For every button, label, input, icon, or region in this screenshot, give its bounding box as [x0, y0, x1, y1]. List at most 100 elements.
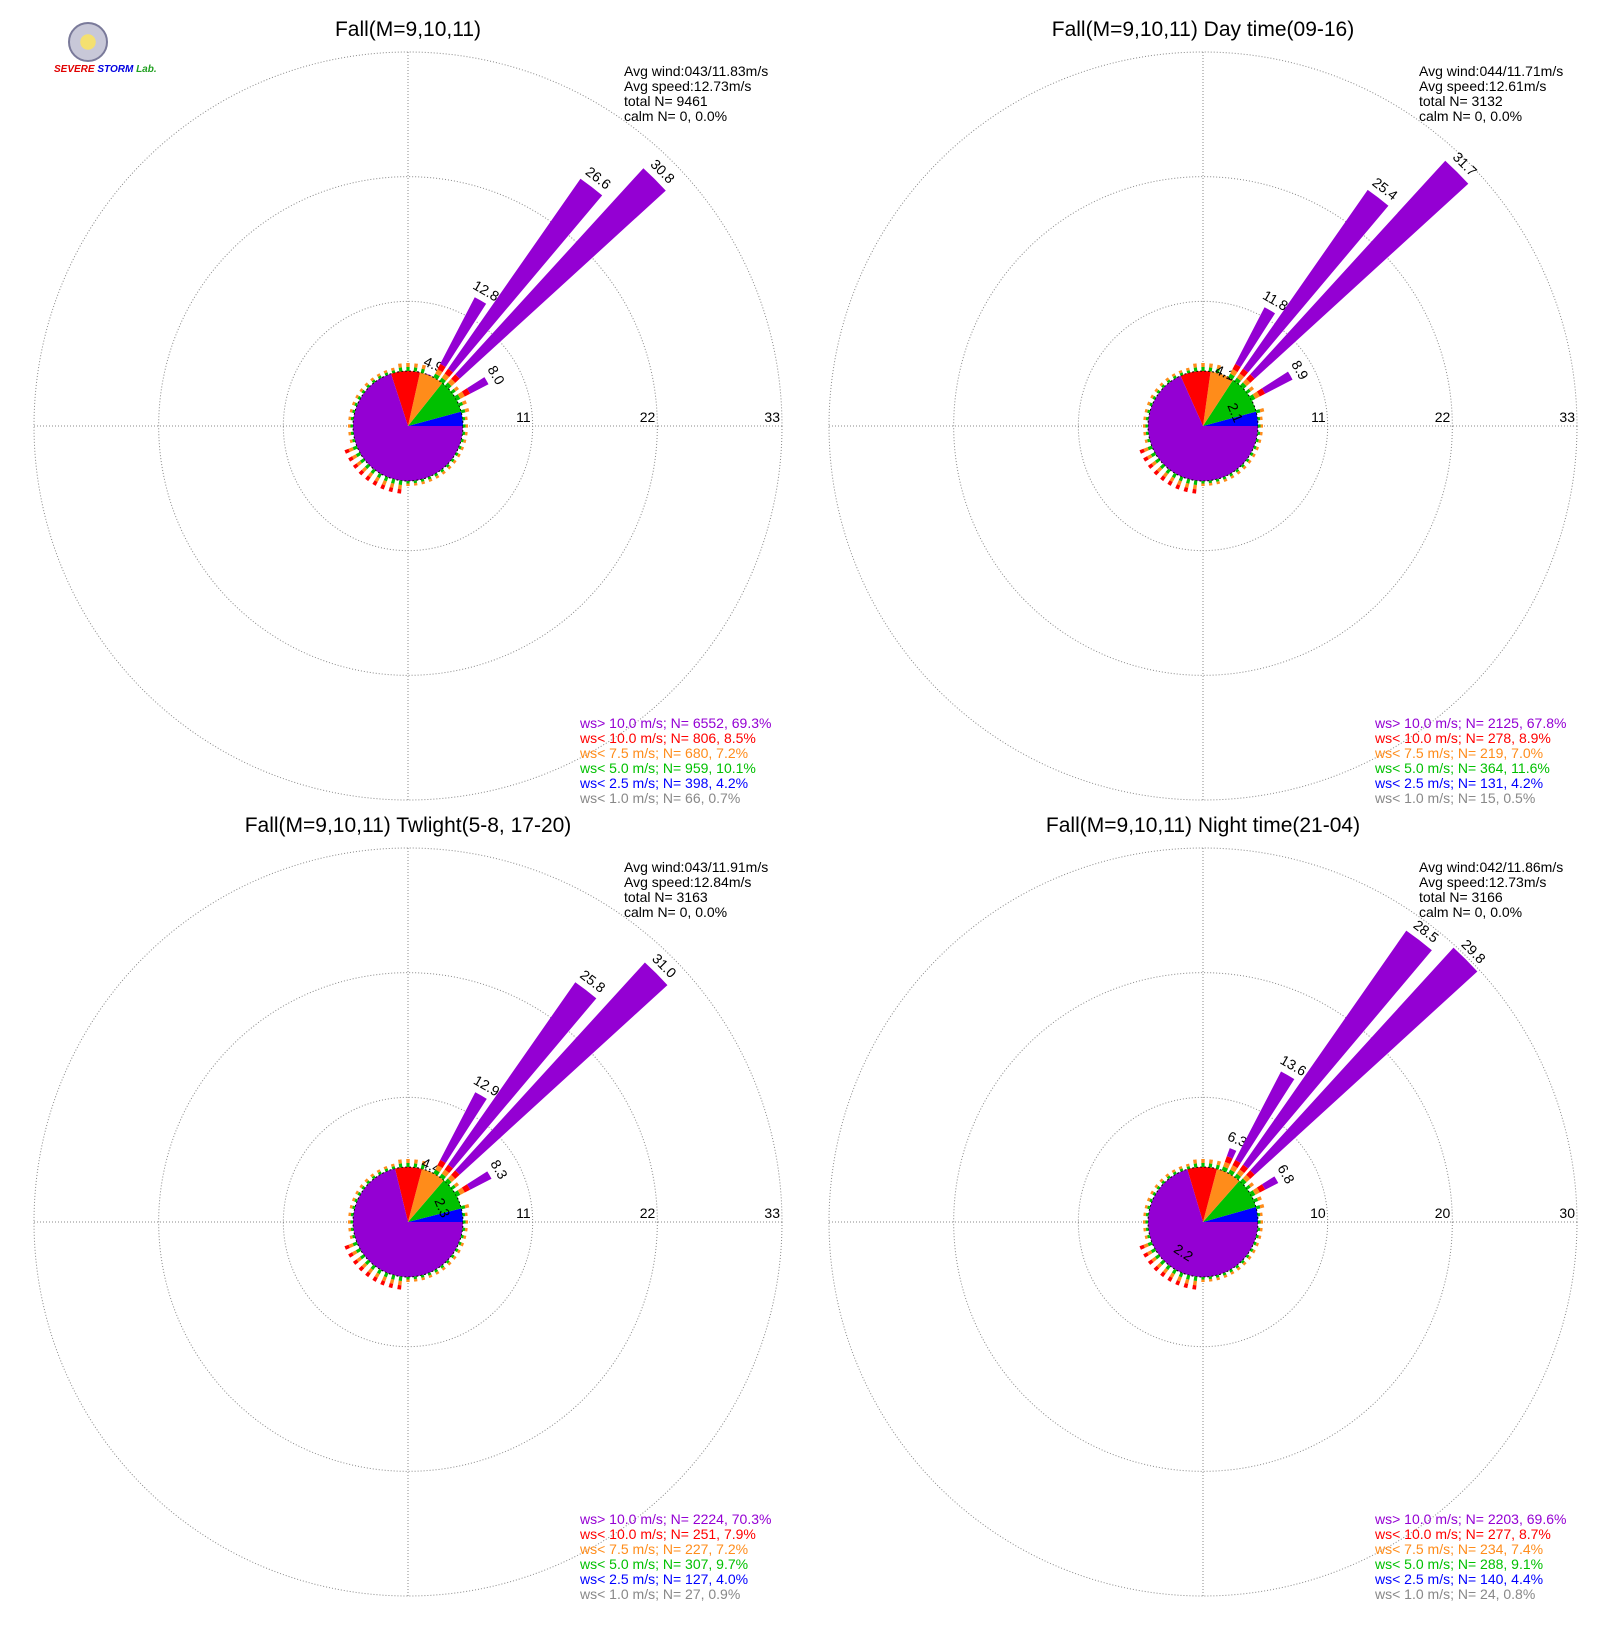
petal-segment — [1242, 1174, 1251, 1183]
tick-petal — [1175, 484, 1181, 490]
tick-petal — [361, 466, 368, 473]
tick-petal — [1149, 402, 1153, 407]
tick-petal — [348, 447, 354, 452]
tick-petal — [1171, 373, 1176, 378]
tick-petal — [464, 1212, 468, 1217]
tick-petal — [1147, 1205, 1151, 1210]
petal-bar — [1243, 930, 1432, 1169]
stats-line: total N= 3163 — [624, 889, 708, 905]
tick-petal — [406, 483, 410, 486]
tick-petal — [377, 375, 382, 380]
tick-petal — [1154, 1254, 1161, 1260]
tick-petal — [1166, 379, 1171, 384]
tick-petal — [383, 476, 389, 482]
tick-petal — [1255, 438, 1259, 443]
legend-entry: ws< 1.0 m/s; N= 66, 0.7% — [579, 790, 740, 806]
petal-segment — [457, 1187, 465, 1195]
petal-bar — [1250, 160, 1469, 379]
petal-segment — [435, 369, 443, 377]
tick-petal — [344, 1244, 350, 1250]
tick-petal — [351, 454, 358, 460]
tick-petal — [352, 1241, 358, 1247]
tick-petal — [350, 431, 354, 436]
tick-petal — [1229, 1268, 1234, 1273]
tick-petal — [414, 1159, 418, 1164]
petal-segment — [435, 1165, 443, 1173]
tick-petal — [358, 1265, 365, 1272]
tick-petal — [351, 401, 356, 406]
pie-sector — [1203, 1168, 1240, 1222]
logo-text: SEVERE STORM Lab. — [54, 64, 157, 75]
petal-segment — [441, 373, 450, 381]
tick-petal — [1152, 1191, 1157, 1196]
tick-petal — [1143, 1220, 1146, 1224]
tick-petal — [388, 1283, 394, 1289]
tick-petal — [366, 1180, 371, 1185]
tick-petal — [1209, 363, 1213, 368]
tick-petal — [352, 463, 359, 469]
petal-bar — [426, 373, 432, 377]
tick-petal — [1184, 482, 1190, 488]
tick-petal — [1152, 395, 1157, 400]
tick-petal — [420, 1164, 425, 1170]
tick-petal — [380, 484, 386, 490]
tick-petal — [1178, 369, 1183, 374]
petal-segment — [1228, 373, 1235, 380]
tick-petal — [397, 484, 402, 490]
tick-petal — [1171, 1169, 1176, 1174]
tick-petal — [1165, 468, 1171, 475]
tick-petal — [1183, 487, 1189, 493]
stats-line: total N= 9461 — [624, 93, 708, 109]
petal-segment — [451, 374, 460, 383]
tick-petal — [1143, 1212, 1147, 1217]
stats-line: Avg wind:043/11.91m/s — [624, 859, 768, 875]
legend-entry: ws< 2.5 m/s; N= 398, 4.2% — [579, 775, 748, 791]
tick-petal — [427, 1272, 432, 1276]
petal-label: 2.3 — [431, 1196, 453, 1220]
tick-petal — [358, 469, 365, 476]
petal-segment — [445, 382, 452, 389]
tick-petal — [350, 1220, 354, 1224]
tick-petal — [462, 1227, 466, 1232]
tick-petal — [1160, 1271, 1166, 1278]
petal-segment — [439, 377, 447, 384]
tick-petal — [461, 400, 467, 405]
tick-petal — [1161, 1180, 1166, 1185]
tick-petal — [1249, 452, 1254, 457]
tick-petal — [421, 1277, 426, 1281]
tick-petal — [406, 1279, 410, 1282]
tick-petal — [1150, 1190, 1155, 1195]
petal-segment — [457, 391, 465, 399]
tick-petal — [428, 478, 433, 483]
tick-petal — [1258, 1235, 1262, 1240]
pie-sector — [394, 1167, 423, 1222]
tick-petal — [377, 1171, 382, 1176]
tick-petal — [414, 363, 418, 368]
tick-petal — [1156, 389, 1161, 394]
petal-segment — [1256, 388, 1266, 397]
tick-petal — [366, 384, 371, 389]
petal-segment — [437, 363, 446, 373]
petal-bar — [448, 982, 597, 1169]
tick-petal — [1208, 1276, 1213, 1280]
panel-title: Fall(M=9,10,11) Day time(09-16) — [1052, 18, 1354, 41]
tick-petal — [441, 470, 446, 475]
tick-petal — [1165, 1264, 1171, 1271]
tick-petal — [1193, 363, 1197, 368]
tick-petal — [1160, 475, 1166, 482]
petal-segment — [1249, 1190, 1256, 1197]
tick-petal — [1257, 416, 1261, 421]
tick-petal — [413, 367, 418, 372]
tick-petal — [359, 1184, 364, 1189]
tick-petal — [465, 424, 468, 428]
tick-petal — [462, 431, 466, 436]
petal-bar — [1261, 371, 1293, 394]
tick-petal — [1146, 454, 1153, 460]
tick-petal — [1183, 1283, 1189, 1289]
tick-petal — [413, 480, 418, 484]
windrose-panel-3: 11 22 334.412.925.831.08.32.3Fall(M=9,10,1… — [33, 814, 783, 1602]
petal-segment — [1230, 1165, 1238, 1173]
tick-petal — [1201, 1159, 1205, 1164]
tick-petal — [428, 1274, 433, 1279]
tick-petal — [1166, 1175, 1171, 1180]
